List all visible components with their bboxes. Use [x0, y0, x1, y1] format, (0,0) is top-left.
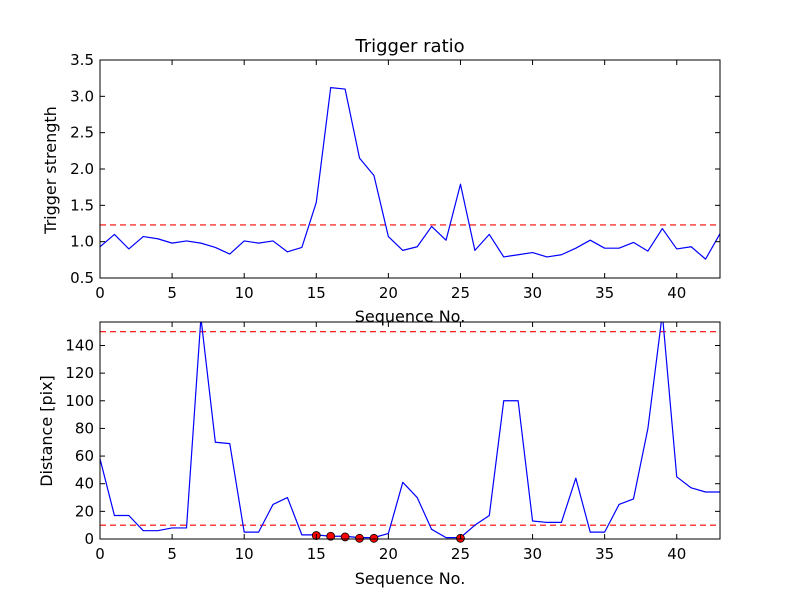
x-tick-label: 0 — [95, 545, 105, 563]
data-point-marker — [355, 533, 364, 543]
y-axis-label: Trigger strength — [41, 106, 60, 235]
y-tick-label: 100 — [65, 392, 94, 410]
x-tick-label: 0 — [95, 284, 105, 302]
y-tick-label: 20 — [75, 502, 94, 520]
plot-area — [100, 87, 720, 260]
y-tick-label: 1.5 — [70, 196, 94, 214]
y-tick-label: 3.5 — [70, 51, 94, 69]
x-tick-label: 5 — [167, 545, 177, 563]
y-tick-label: 140 — [65, 336, 94, 354]
y-tick-label: 2.5 — [70, 124, 94, 142]
x-tick-label: 35 — [595, 284, 614, 302]
trigger-ratio-panel: Trigger ratio 0 5 10 15 20 25 30 35 40 0.5 1.0 1.5 2… — [41, 36, 721, 326]
x-tick-label: 35 — [595, 545, 614, 563]
distance-panel: 0 5 10 15 20 25 30 35 40 0 20 40 60 80 100 120 140 Seque… — [37, 321, 721, 588]
plot-marks — [100, 322, 720, 543]
x-tick-label: 40 — [667, 545, 686, 563]
x-axis-label: Sequence No. — [355, 569, 466, 588]
x-tick-label: 15 — [307, 545, 326, 563]
data-point-marker — [340, 532, 350, 542]
plot-marks — [100, 87, 720, 260]
y-tick-label: 1.0 — [70, 233, 94, 251]
x-axis-label: Sequence No. — [355, 307, 466, 326]
series-line — [100, 87, 720, 260]
y-tick-label: 40 — [75, 475, 94, 493]
x-tick-label: 10 — [235, 284, 254, 302]
axes: 0 5 10 15 20 25 30 35 40 0 20 40 60 80 100 120 140 — [65, 322, 720, 563]
y-tick-label: 2.0 — [70, 160, 94, 178]
y-tick-label: 80 — [75, 419, 94, 437]
x-tick-label: 40 — [667, 284, 686, 302]
y-tick-label: 3.0 — [70, 87, 94, 105]
x-tick-label: 30 — [523, 284, 542, 302]
data-point-marker — [326, 531, 336, 541]
y-tick-label: 120 — [65, 364, 94, 382]
y-tick-label: 0 — [84, 530, 94, 548]
plot-area — [100, 322, 720, 539]
x-tick-label: 15 — [307, 284, 326, 302]
x-tick-label: 25 — [451, 284, 470, 302]
x-tick-label: 20 — [379, 545, 398, 563]
x-tick-label: 25 — [451, 545, 470, 563]
data-point-marker — [369, 533, 379, 543]
axes: 0 5 10 15 20 25 30 35 40 0.5 1.0 1.5 2.0 2.5 3.0 3.5 — [70, 51, 720, 302]
x-tick-label: 10 — [235, 545, 254, 563]
x-tick-label: 20 — [379, 284, 398, 302]
y-tick-label: 60 — [75, 447, 94, 465]
x-tick-label: 30 — [523, 545, 542, 563]
y-tick-label: 0.5 — [70, 269, 94, 287]
series-line — [100, 322, 720, 539]
plot-frame — [99, 321, 721, 540]
y-axis-label: Distance [pix] — [37, 375, 56, 487]
chart-title: Trigger ratio — [354, 36, 464, 57]
x-tick-label: 5 — [167, 284, 177, 302]
